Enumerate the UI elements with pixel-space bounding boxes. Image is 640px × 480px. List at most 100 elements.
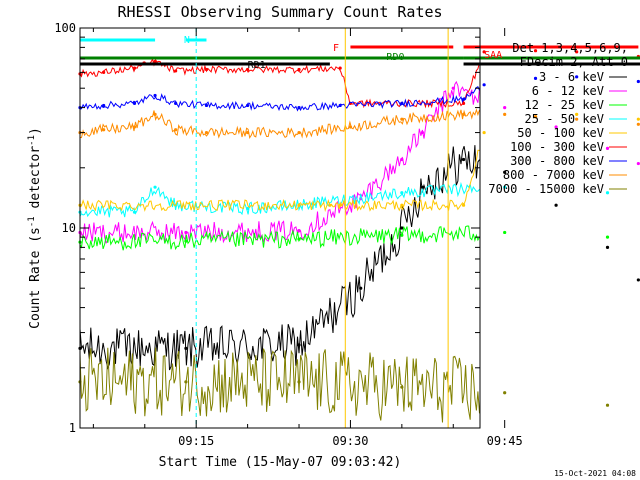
series-point (132, 210, 137, 214)
series-point (400, 226, 404, 230)
series-point (246, 130, 250, 135)
series-point (400, 117, 404, 121)
series-point (297, 67, 301, 72)
flag-label: SAA (484, 50, 502, 61)
flag-layer: N F SAA RD0 RD1 (80, 28, 640, 428)
series-point (184, 239, 188, 243)
series-point (359, 286, 363, 290)
legend-label: 7000 - 15000 keV (488, 182, 604, 196)
flag-label: N (184, 35, 190, 46)
series-point (636, 79, 640, 84)
legend-label: 3 - 6 keV (539, 70, 604, 84)
timestamp: 15-Oct-2021 04:08 (554, 469, 636, 478)
series-point (102, 103, 106, 108)
legend-label: 12 - 25 keV (525, 98, 604, 112)
x-tick-label: 09:15 (178, 434, 214, 448)
series-point (575, 112, 579, 116)
series-point (153, 93, 157, 98)
flag-label: F (333, 43, 339, 54)
series-line (79, 347, 480, 423)
series-point (246, 103, 250, 108)
y-tick-label: 100 (54, 21, 76, 35)
series-point (204, 67, 209, 72)
series-point (482, 83, 486, 87)
series-point (153, 185, 157, 189)
series-line (79, 149, 480, 213)
legend-header-line-1: Det 1,3,4,5,6,9, (512, 41, 628, 55)
series-point (184, 230, 188, 235)
series-point (503, 185, 507, 189)
series-point (204, 130, 209, 135)
series-point (605, 146, 610, 151)
series-line (79, 145, 480, 371)
series-point (461, 97, 466, 101)
legend-label: 50 - 100 keV (517, 126, 604, 140)
series-point (184, 346, 188, 351)
legend-label: 800 - 7000 keV (503, 168, 604, 182)
y-axis-label-main: Count Rate (s (28, 227, 43, 329)
series-point (297, 229, 301, 233)
series-point (246, 207, 250, 211)
series-point (605, 235, 610, 239)
series-line (79, 225, 480, 251)
series-point (400, 233, 404, 237)
series-point (636, 122, 640, 126)
series-point (132, 101, 137, 105)
x-tick-label: 09:45 (487, 434, 523, 448)
series-point (297, 380, 301, 384)
x-axis-label: Start Time (15-May-07 09:03:42) (159, 455, 402, 470)
series-line (79, 85, 480, 112)
flag-label: RD0 (386, 52, 404, 63)
y-axis-label-sup-2: -1 (27, 135, 37, 146)
series-point (575, 50, 579, 54)
series-point (503, 170, 507, 174)
y-axis-label-sup: -1 (27, 216, 37, 227)
series-point (174, 69, 178, 73)
series-point (533, 76, 538, 80)
series-point (132, 66, 137, 70)
series-point (102, 128, 106, 132)
legend-label: 6 - 12 keV (532, 84, 604, 98)
data-layer (78, 49, 640, 423)
y-axis-label-end: ) (28, 127, 43, 135)
series-point (297, 130, 301, 135)
series-point (503, 391, 507, 395)
series-line (79, 108, 480, 140)
y-tick-label: 10 (62, 221, 76, 235)
legend-header-line-2: FDecim 2, Att 0 (520, 55, 628, 69)
legend-label: 300 - 800 keV (510, 154, 604, 168)
series-point (605, 191, 610, 195)
y-tick-label: 1 (69, 421, 76, 435)
series-point (636, 117, 640, 121)
series-point (400, 191, 404, 195)
series-point (184, 380, 188, 384)
series-point (554, 203, 558, 207)
series-point (400, 203, 404, 207)
series-point (297, 105, 301, 110)
series-point (297, 203, 301, 207)
series-point (338, 66, 342, 70)
series-point (554, 125, 558, 129)
series-point (533, 49, 538, 53)
series-line (79, 181, 480, 218)
series-point (461, 203, 466, 207)
series-point (503, 230, 507, 235)
x-tick-label: 09:30 (332, 434, 368, 448)
series-point (461, 157, 466, 162)
series-point (297, 237, 301, 241)
series-point (503, 112, 507, 116)
series-point (153, 112, 157, 116)
series-point (605, 245, 610, 249)
legend-label: 100 - 300 keV (510, 140, 604, 154)
series-point (153, 59, 157, 64)
series-point (132, 125, 137, 129)
series-point (102, 70, 106, 74)
series-point (338, 203, 342, 207)
series-point (575, 117, 579, 121)
series-point (575, 75, 579, 79)
series-point (348, 125, 353, 129)
series-point (174, 101, 178, 105)
